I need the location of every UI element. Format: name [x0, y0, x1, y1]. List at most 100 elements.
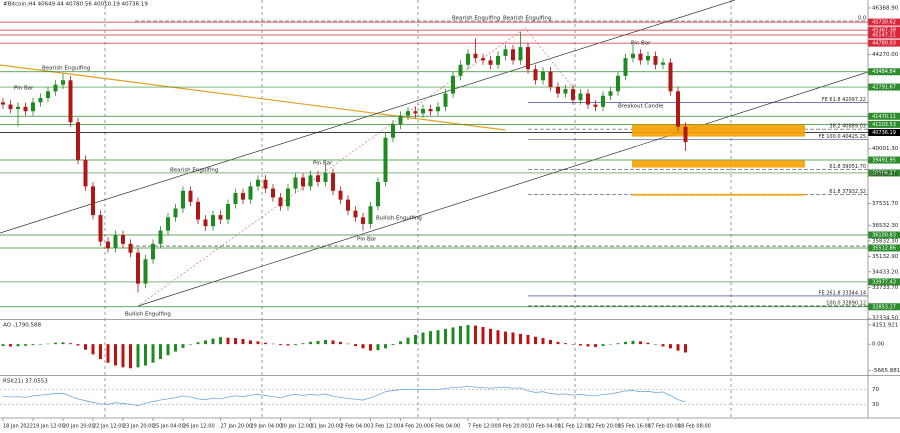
price-tag-label: 41470.11: [872, 114, 896, 120]
candle-body: [301, 177, 305, 187]
ao-bar: [241, 339, 245, 345]
candle-body: [23, 106, 28, 112]
x-tick-label: 29 Jan 04:00: [251, 424, 283, 430]
x-tick-label: 25 Jan 04:00: [153, 424, 185, 430]
ao-bar: [354, 344, 357, 346]
price-tag: [868, 156, 900, 164]
ao-bar: [129, 344, 132, 369]
candle-body: [46, 91, 50, 98]
price-tag-label: 41103.53: [872, 122, 896, 128]
candle-body: [308, 175, 313, 187]
annotation: Bearish Engulfing: [503, 16, 551, 22]
x-tick-label: 27 Jan 20:00: [221, 424, 253, 430]
price-tag-label: 45367.38: [872, 28, 896, 34]
candle-body: [391, 124, 395, 138]
ao-bar: [519, 333, 522, 345]
ao-bar: [564, 343, 567, 345]
candle-body: [203, 219, 208, 227]
candle-body: [248, 186, 253, 200]
candle-body: [136, 252, 140, 284]
price-tag-label: 38906.17: [872, 170, 896, 176]
ao-bar: [9, 344, 12, 347]
candle-body: [488, 60, 493, 65]
ao-bar: [286, 344, 290, 346]
ao-bar: [391, 344, 395, 346]
candle-body: [496, 55, 500, 65]
x-tick-label: 3 Feb 12:00: [371, 424, 401, 430]
x-tick-label: 17 Feb 00:00: [648, 424, 681, 430]
ao-bar: [54, 342, 57, 345]
ao-bar: [106, 344, 110, 363]
candle-body: [151, 243, 155, 260]
annotation: Breakout Candle: [618, 104, 664, 110]
candle-body: [53, 84, 58, 92]
ao-bar: [151, 344, 155, 363]
x-tick-label: 22 Jan 12:00: [93, 424, 125, 430]
candle-body: [173, 208, 178, 218]
candle-body: [263, 179, 268, 189]
candle-body: [346, 199, 350, 211]
candle-body: [518, 47, 523, 61]
x-tick-label: 8 Feb 20:00: [498, 424, 528, 430]
candle-body: [413, 111, 418, 114]
candle-body: [316, 175, 320, 182]
fib-label: 61.8 37932.32: [829, 189, 866, 195]
candle-body: [503, 49, 508, 56]
indicator-title: RSI(21) 37.0553: [3, 379, 48, 385]
candle-body: [556, 86, 560, 94]
candle-body: [578, 93, 583, 101]
candle-body: [541, 71, 545, 81]
ao-bar: [369, 344, 372, 351]
x-tick-label: 12 Feb 20:00: [588, 424, 621, 430]
fib-label: 61.8 39051.70: [829, 164, 866, 170]
ao-bar: [256, 341, 260, 345]
price-tag-label: 40736.19: [872, 130, 896, 136]
ao-bar: [294, 344, 297, 346]
price-tag: [868, 18, 900, 26]
candle-body: [61, 80, 65, 85]
ao-bar: [676, 344, 680, 351]
candle-body: [128, 243, 133, 253]
ao-bar: [541, 338, 545, 345]
fib-label: FE 61.8 42097.22: [822, 97, 866, 103]
candle-body: [443, 93, 448, 107]
price-tag-label: 45730.62: [872, 20, 896, 26]
ao-bar: [219, 337, 222, 345]
wave-line: [137, 27, 576, 307]
candle-body: [383, 137, 388, 182]
candle-body: [473, 53, 478, 59]
x-tick-label: 18 Jan 2022: [3, 424, 33, 430]
ao-bar: [91, 344, 95, 355]
annotation: Bearish Engulfing: [452, 16, 500, 22]
ao-bar: [279, 344, 282, 346]
y-tick-label: 44270.00: [872, 52, 899, 58]
ao-bar: [196, 342, 200, 345]
ao-bar: [39, 344, 42, 345]
candle-body: [188, 190, 193, 202]
y-tick-label: 70: [872, 387, 879, 393]
ao-bar: [474, 325, 477, 345]
plot-layer: 0.0 FE 61.8 42097.22 38.2 40889.03 FE 100.0…: [0, 5, 900, 430]
ao-bar: [631, 340, 635, 345]
ao-bar: [496, 330, 500, 345]
candle-body: [451, 75, 455, 94]
ao-bar: [166, 344, 170, 356]
y-tick-label: 35832.30: [872, 238, 899, 244]
price-tag: [868, 68, 900, 76]
annotation: Pin Bar: [14, 86, 34, 92]
ao-bar: [534, 336, 537, 345]
ao-bar: [624, 341, 627, 345]
x-tick-label: 4 Feb 20:00: [401, 424, 431, 430]
y-tick-label: 37531.70: [872, 201, 899, 207]
candle-body: [481, 58, 485, 61]
x-tick-label: 18 Feb 08:00: [678, 424, 711, 430]
fib-label: 100.0 32890.12: [826, 300, 866, 306]
price-tag: [868, 278, 900, 286]
ao-bar: [556, 341, 560, 345]
candle-body: [233, 192, 238, 205]
zone: [632, 124, 805, 137]
candle-body: [668, 62, 673, 92]
ao-bar: [121, 344, 125, 368]
